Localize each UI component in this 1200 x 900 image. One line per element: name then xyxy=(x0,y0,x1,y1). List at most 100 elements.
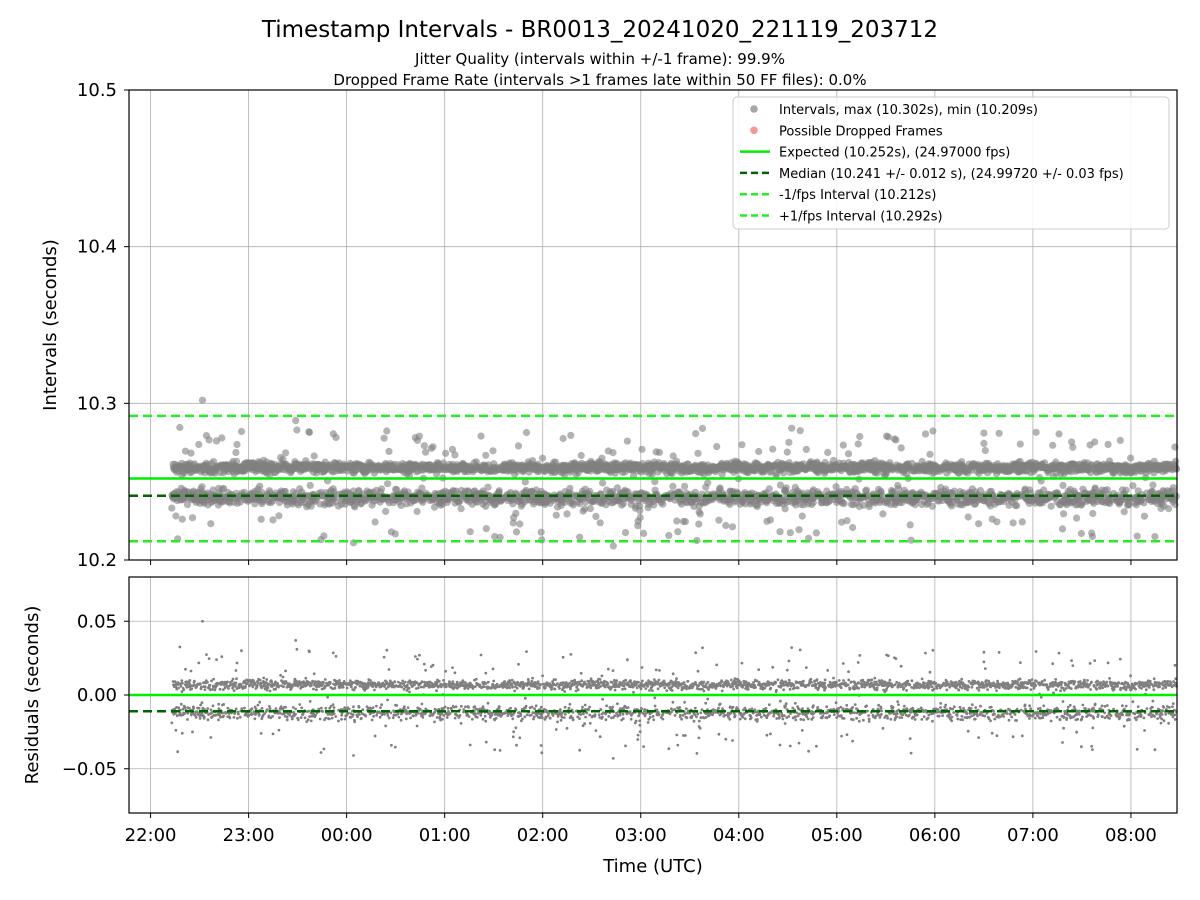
interval-point xyxy=(477,432,485,440)
interval-point xyxy=(1169,484,1177,492)
interval-point xyxy=(695,520,703,528)
residual-point xyxy=(484,740,488,744)
legend-label: +1/fps Interval (10.292s) xyxy=(779,210,943,225)
residual-point xyxy=(220,655,224,659)
interval-point xyxy=(849,523,857,532)
residual-point xyxy=(454,705,458,709)
interval-point xyxy=(609,542,617,550)
interval-point xyxy=(183,501,192,509)
residual-point xyxy=(271,715,274,718)
residual-point xyxy=(323,678,327,681)
residual-point xyxy=(443,705,447,709)
interval-point xyxy=(681,518,690,526)
residual-point xyxy=(308,700,312,703)
residual-point xyxy=(343,717,347,721)
y-tick-label: 10.4 xyxy=(77,237,117,258)
residual-point xyxy=(206,718,210,722)
residual-point xyxy=(366,685,370,689)
residual-point xyxy=(190,687,194,691)
residual-point xyxy=(266,686,270,690)
residual-point xyxy=(188,679,192,682)
chart-subtitle-jitter: Jitter Quality (intervals within +/-1 fr… xyxy=(414,50,785,68)
residual-point xyxy=(321,710,325,713)
residual-point xyxy=(199,685,203,689)
interval-point xyxy=(796,427,804,435)
interval-point xyxy=(980,439,988,447)
residual-point xyxy=(358,713,361,716)
residual-point xyxy=(338,679,341,682)
residual-point xyxy=(189,669,193,673)
interval-point xyxy=(1165,505,1173,513)
residual-point xyxy=(203,688,207,691)
residual-point xyxy=(174,728,178,732)
interval-point xyxy=(516,520,524,528)
interval-point xyxy=(232,448,240,457)
residual-point xyxy=(176,750,180,754)
residual-point xyxy=(322,681,325,684)
interval-point xyxy=(669,482,677,490)
residual-point xyxy=(235,677,238,681)
residual-point xyxy=(265,678,269,681)
residual-point xyxy=(332,712,336,715)
residual-point xyxy=(192,706,196,710)
residual-point xyxy=(322,747,326,751)
residual-point xyxy=(197,706,201,710)
residual-point xyxy=(386,698,389,702)
residual-point xyxy=(352,688,356,692)
interval-point xyxy=(332,433,340,441)
residual-point xyxy=(250,707,254,711)
residual-point xyxy=(354,686,357,689)
interval-point xyxy=(195,440,203,449)
legend-label: Expected (10.252s), (24.97000 fps) xyxy=(779,146,1010,161)
interval-point xyxy=(422,448,430,456)
interval-point xyxy=(371,518,379,526)
residual-point xyxy=(373,688,376,692)
interval-point xyxy=(187,449,195,457)
interval-point xyxy=(466,528,474,536)
interval-point xyxy=(489,447,497,455)
residual-point xyxy=(191,730,194,734)
interval-point xyxy=(232,457,241,465)
residual-point xyxy=(206,707,210,710)
residual-point xyxy=(228,716,232,720)
residual-point xyxy=(400,685,404,689)
interval-point xyxy=(694,449,702,457)
interval-point xyxy=(704,479,712,487)
interval-point xyxy=(509,519,517,527)
residual-point xyxy=(220,683,224,686)
residual-point xyxy=(274,707,278,710)
residual-point xyxy=(453,671,457,675)
interval-point xyxy=(786,529,794,537)
interval-point xyxy=(482,525,490,533)
interval-point xyxy=(738,441,746,449)
residual-point xyxy=(227,687,230,690)
interval-point xyxy=(1151,533,1159,541)
legend-label: Possible Dropped Frames xyxy=(779,124,943,139)
residual-point xyxy=(360,716,363,720)
interval-point xyxy=(755,447,763,456)
interval-point xyxy=(282,449,290,457)
interval-point xyxy=(1047,502,1055,510)
residual-point xyxy=(222,714,225,718)
interval-point xyxy=(824,448,832,456)
interval-point xyxy=(964,513,972,521)
residual-point xyxy=(183,705,187,709)
residual-point xyxy=(403,705,406,708)
residual-point xyxy=(464,705,467,709)
interval-point xyxy=(1149,481,1157,489)
interval-point xyxy=(559,434,567,443)
interval-point xyxy=(448,445,457,453)
residual-point xyxy=(212,677,216,681)
residual-point xyxy=(373,734,377,738)
residual-point xyxy=(259,732,263,735)
residual-point xyxy=(290,717,294,721)
residual-point xyxy=(200,701,204,705)
residual-point xyxy=(334,654,338,658)
interval-point xyxy=(854,440,862,448)
residual-point xyxy=(347,707,351,711)
residual-point xyxy=(205,653,208,656)
residual-point xyxy=(385,648,389,652)
residual-point xyxy=(211,688,215,691)
residual-point xyxy=(371,706,375,710)
residual-point xyxy=(481,705,485,709)
